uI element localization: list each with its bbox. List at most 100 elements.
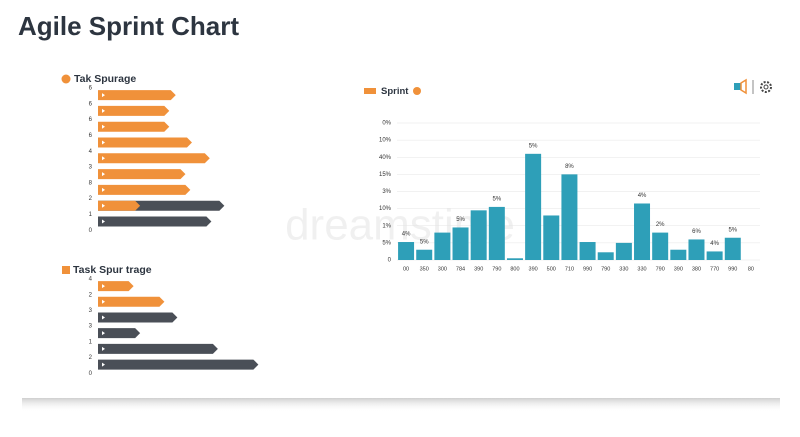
bar (561, 174, 578, 260)
bar (98, 105, 170, 116)
x-tick-label: 990 (583, 266, 592, 272)
y-tick-label: 1 (89, 212, 93, 218)
x-tick-label: 00 (403, 266, 409, 272)
y-tick-label: 4 (89, 277, 93, 283)
bar-marker (102, 93, 105, 98)
value-label: 5% (529, 143, 538, 149)
x-tick-label: 330 (619, 266, 628, 272)
x-tick-label: 500 (547, 266, 556, 272)
icon[interactable] (734, 83, 741, 90)
y-tick-label: 2 (89, 355, 93, 361)
y-tick-label: 8 (89, 180, 93, 186)
x-tick-label: 390 (674, 266, 683, 272)
bar-marker (102, 346, 105, 351)
y-tick-label: 6 (89, 101, 93, 107)
bar (98, 296, 165, 307)
icon[interactable] (760, 81, 772, 93)
y-tick-label: 3% (382, 189, 391, 195)
bar (579, 242, 596, 260)
bar-marker (102, 187, 105, 192)
y-tick-label: 2 (89, 292, 93, 298)
y-tick-label: 3 (89, 324, 93, 330)
bar (434, 232, 451, 260)
y-tick-label: 3 (89, 308, 93, 314)
bar (670, 249, 687, 260)
y-tick-label: 1% (382, 223, 391, 229)
x-tick-label: 390 (474, 266, 483, 272)
bar (525, 153, 542, 260)
y-tick-label: 15% (379, 172, 392, 178)
bar-marker (102, 299, 105, 304)
title-dot (61, 74, 71, 84)
bar (98, 312, 178, 323)
bar (98, 343, 218, 354)
value-label: 5% (492, 196, 501, 202)
icon[interactable] (740, 78, 747, 95)
bar (98, 153, 210, 164)
x-tick-label: 710 (565, 266, 574, 272)
bar-marker (102, 362, 105, 367)
x-tick-label: 800 (510, 266, 519, 272)
bar (688, 239, 705, 260)
x-tick-label: 784 (456, 266, 465, 272)
legend-dot (413, 87, 421, 95)
x-tick-label: 80 (748, 266, 754, 272)
bar-marker (102, 108, 105, 113)
icon (763, 84, 769, 90)
bar (98, 121, 170, 132)
bar (597, 252, 614, 260)
bar-marker (102, 172, 105, 177)
y-tick-label: 0 (89, 371, 93, 377)
y-tick-label: 6 (89, 86, 93, 92)
bar (98, 184, 191, 195)
bar-marker (102, 219, 105, 224)
bar (488, 206, 505, 260)
y-tick-label: 40% (379, 155, 392, 161)
bar (724, 237, 741, 260)
y-tick-label: 0% (382, 121, 391, 127)
chart-title: Task Spur trage (73, 264, 152, 276)
y-tick-label: 3 (89, 165, 93, 171)
value-label: 4% (402, 232, 411, 238)
y-tick-label: 10% (379, 138, 392, 144)
bar (652, 232, 669, 260)
bar-marker (102, 140, 105, 145)
value-label: 5% (420, 239, 429, 245)
value-label: 8% (565, 164, 574, 170)
bar (98, 359, 259, 370)
value-label: 5% (728, 227, 737, 233)
y-tick-label: 4 (89, 149, 93, 155)
x-tick-label: 770 (710, 266, 719, 272)
bar-marker (102, 315, 105, 320)
x-tick-label: 790 (601, 266, 610, 272)
bar (615, 242, 632, 260)
chart-title: Tak Spurage (74, 73, 136, 85)
bar-marker (102, 284, 105, 289)
y-tick-label: 6 (89, 133, 93, 139)
y-tick-label: 0 (388, 258, 392, 264)
bar (506, 258, 523, 260)
bar (706, 251, 723, 260)
value-label: 4% (710, 241, 719, 247)
value-label: 2% (656, 222, 665, 228)
y-tick-label: 0 (89, 228, 93, 234)
bar (634, 203, 651, 260)
x-tick-label: 790 (492, 266, 501, 272)
card-shadow (22, 398, 780, 412)
x-tick-label: 380 (692, 266, 701, 272)
bar-marker (102, 156, 105, 161)
value-label: 4% (638, 193, 647, 199)
bar (416, 249, 433, 260)
x-tick-label: 990 (728, 266, 737, 272)
value-label: 5% (456, 217, 465, 223)
bar (98, 200, 141, 211)
bar (452, 227, 469, 260)
y-tick-label: 6 (89, 117, 93, 123)
bar-marker (102, 203, 105, 208)
toolbar-icons[interactable] (734, 78, 772, 95)
y-tick-label: 5% (382, 240, 391, 246)
y-tick-label: 10% (379, 206, 392, 212)
x-tick-label: 330 (637, 266, 646, 272)
bar (398, 242, 415, 260)
